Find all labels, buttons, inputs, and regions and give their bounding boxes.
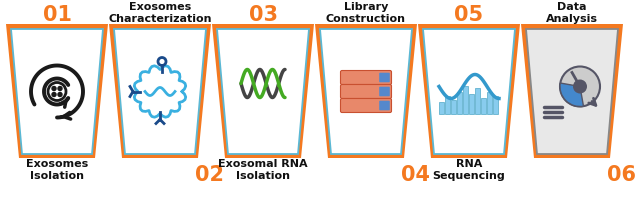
Polygon shape: [526, 30, 618, 154]
Bar: [457, 92, 462, 114]
Bar: [463, 86, 468, 114]
FancyBboxPatch shape: [341, 99, 392, 113]
Bar: [445, 96, 450, 114]
FancyBboxPatch shape: [379, 101, 390, 111]
Wedge shape: [560, 84, 584, 107]
Text: 02: 02: [195, 164, 225, 184]
Polygon shape: [11, 30, 103, 154]
Text: Exosomes
Characterization: Exosomes Characterization: [108, 2, 212, 24]
Polygon shape: [418, 25, 520, 158]
Text: 04: 04: [401, 164, 431, 184]
Text: Library
Construction: Library Construction: [326, 2, 406, 24]
Text: RNA
Sequencing: RNA Sequencing: [433, 158, 505, 180]
Bar: [487, 92, 492, 114]
Polygon shape: [423, 30, 515, 154]
Polygon shape: [114, 30, 206, 154]
Bar: [439, 102, 444, 114]
FancyBboxPatch shape: [379, 87, 390, 97]
Polygon shape: [521, 25, 623, 158]
FancyBboxPatch shape: [341, 71, 392, 85]
Text: 03: 03: [248, 5, 278, 25]
FancyBboxPatch shape: [341, 85, 392, 99]
Circle shape: [58, 87, 62, 91]
Polygon shape: [217, 30, 309, 154]
Circle shape: [573, 80, 587, 94]
Circle shape: [52, 93, 56, 97]
Polygon shape: [212, 25, 314, 158]
Polygon shape: [320, 30, 412, 154]
Circle shape: [58, 93, 62, 97]
FancyBboxPatch shape: [379, 73, 390, 83]
Text: 01: 01: [43, 5, 71, 25]
Bar: [451, 100, 456, 114]
Polygon shape: [315, 25, 417, 158]
Bar: [481, 98, 486, 114]
Text: Exosomes
Isolation: Exosomes Isolation: [26, 158, 88, 180]
Text: Exosomal RNA
Isolation: Exosomal RNA Isolation: [218, 158, 308, 180]
Polygon shape: [109, 25, 211, 158]
Text: 05: 05: [454, 5, 484, 25]
Circle shape: [560, 67, 600, 107]
Bar: [475, 88, 480, 114]
Polygon shape: [6, 25, 108, 158]
Bar: [469, 94, 474, 114]
Circle shape: [52, 87, 56, 91]
Bar: [493, 96, 498, 114]
Text: 06: 06: [607, 164, 637, 184]
Text: Data
Analysis: Data Analysis: [546, 2, 598, 24]
